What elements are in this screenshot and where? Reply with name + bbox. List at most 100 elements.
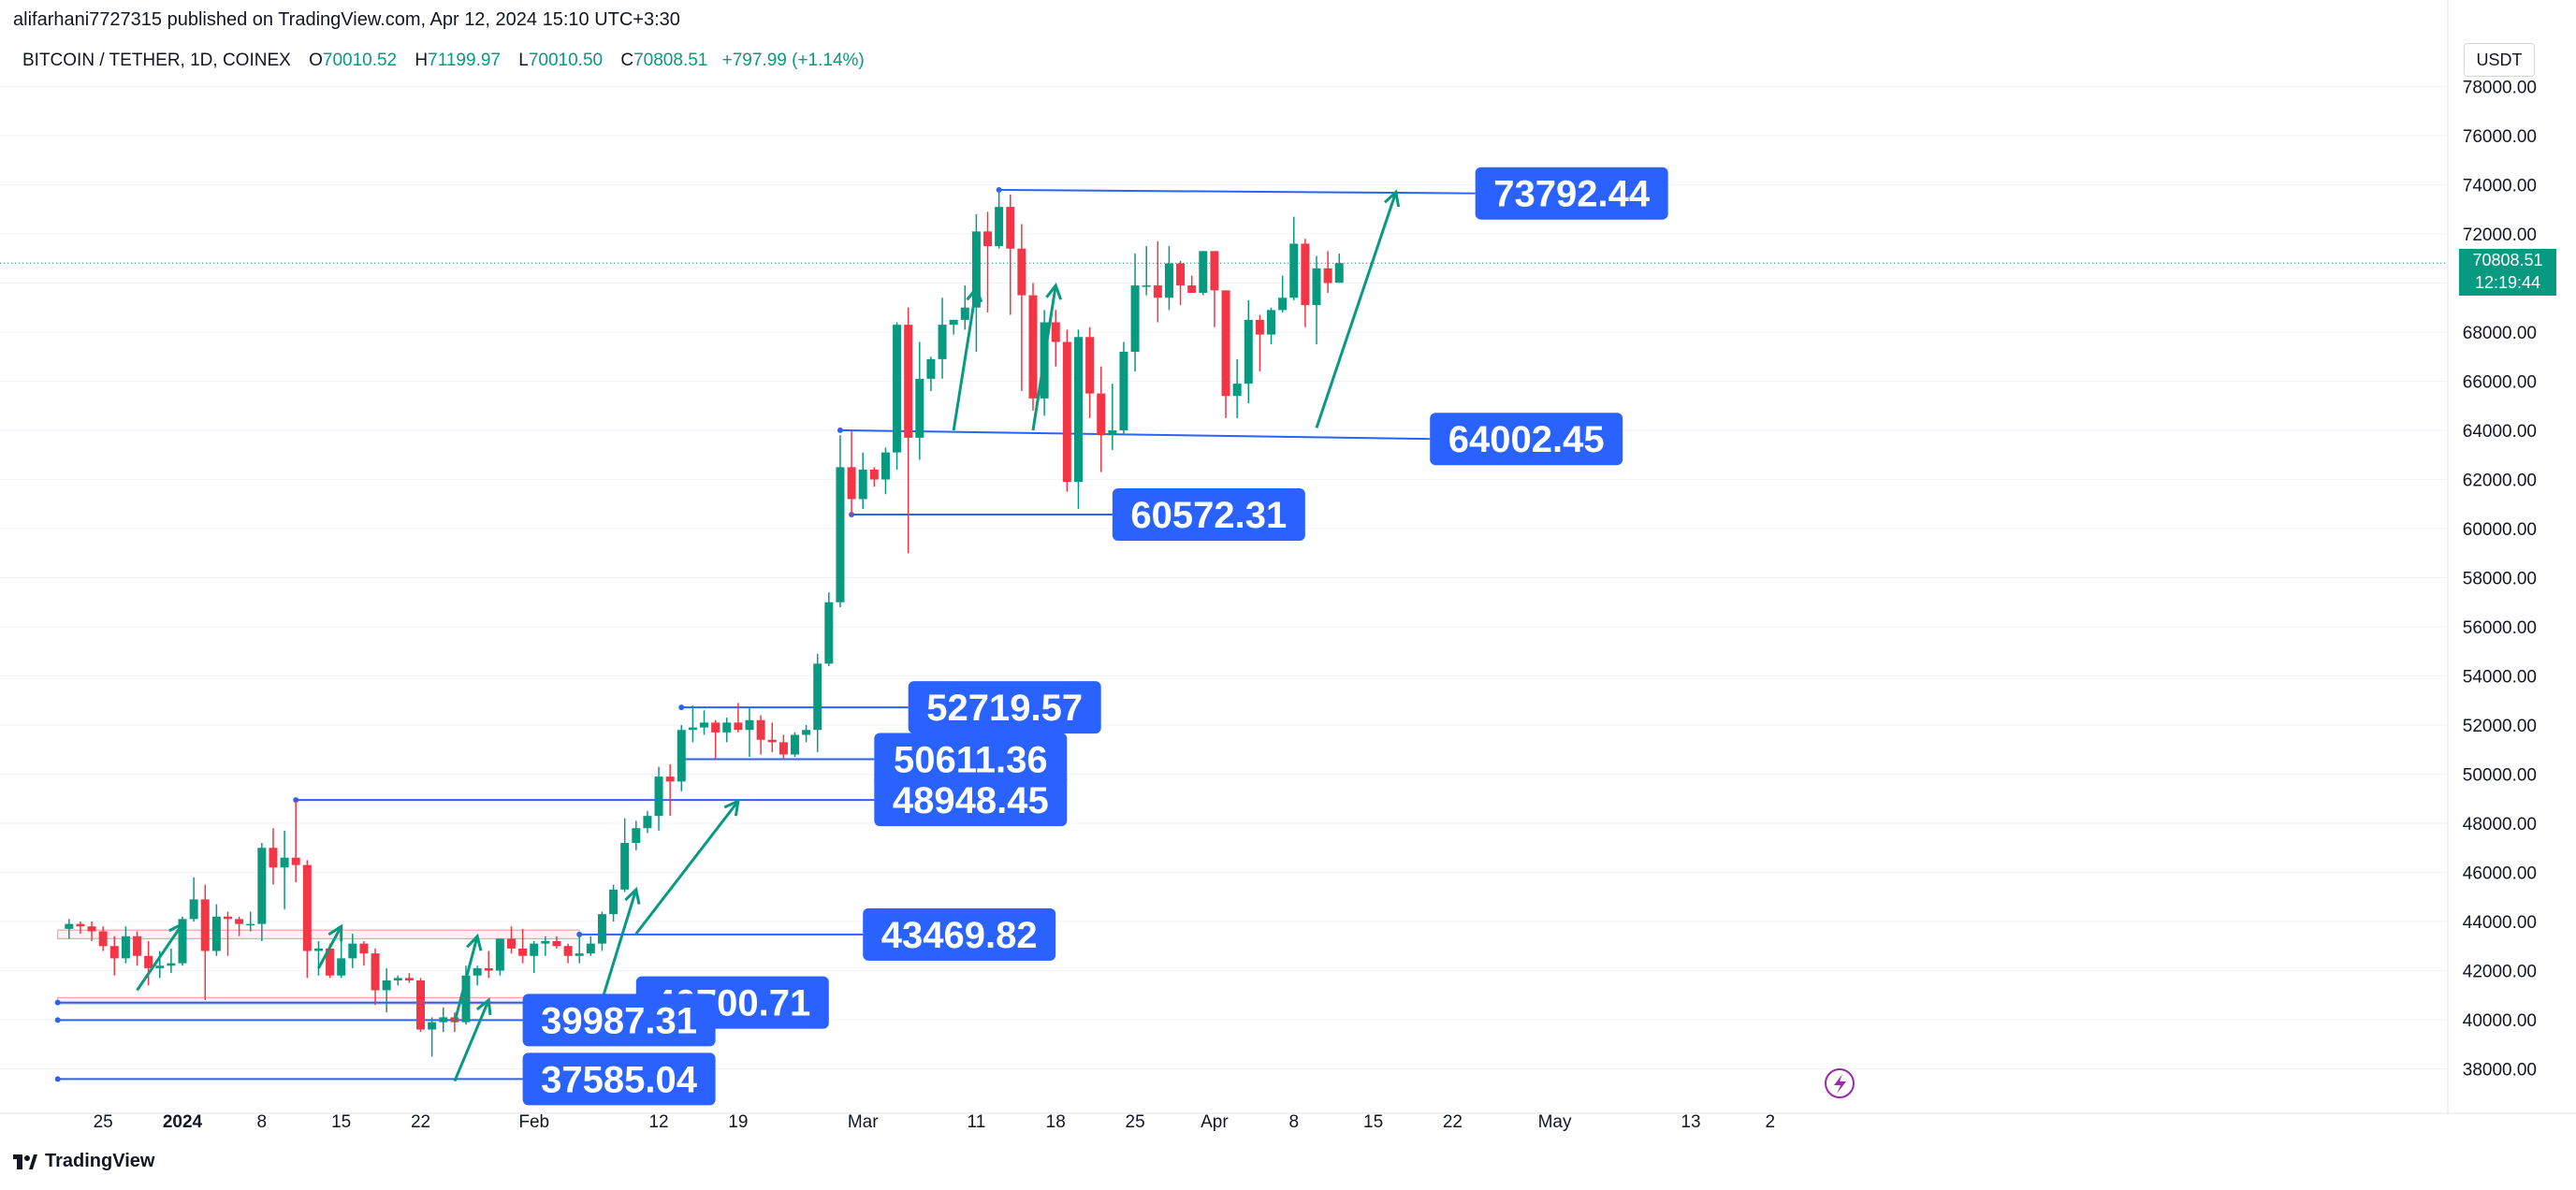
trend-arrow — [453, 936, 479, 1023]
level-label-box — [1475, 167, 1668, 220]
candle-body — [790, 734, 799, 755]
candle-body — [348, 943, 357, 959]
candle-body — [428, 1022, 437, 1030]
x-tick-label: 15 — [1363, 1112, 1383, 1132]
candle-body — [1278, 298, 1288, 311]
candle-body — [1334, 263, 1344, 283]
trend-arrow — [952, 287, 978, 431]
x-tick-label: 22 — [411, 1112, 430, 1132]
candle-body — [700, 722, 709, 728]
candle-body — [541, 941, 550, 944]
candle-body — [200, 899, 210, 951]
level-label: 60572.31 — [1130, 495, 1287, 536]
level-label-box — [522, 1052, 716, 1106]
tradingview-logo-icon — [13, 1154, 37, 1169]
candle-body — [1097, 393, 1106, 436]
arrowhead — [466, 933, 483, 951]
change-value: +797.99 (+1.14%) — [721, 51, 865, 70]
level-anchor-point — [837, 427, 843, 433]
time-axis[interactable]: 25 2024 8 15 22 Feb 12 19 Mar 11 18 25 Apr 8 15 22 May 13… — [94, 1112, 1775, 1132]
x-tick-label: Apr — [1201, 1112, 1229, 1132]
arrowhead — [327, 923, 343, 942]
candle-body — [235, 919, 244, 924]
level-anchor-point — [54, 1017, 61, 1023]
candle-body — [677, 730, 686, 782]
level-label: 43469.82 — [881, 915, 1038, 956]
candle-body — [223, 916, 232, 920]
price-axis[interactable]: 38000.00 40000.00 42000.00 44000.00 46000.00… — [2463, 79, 2537, 1081]
trend-arrow — [1315, 191, 1398, 428]
brand-name: TradingView — [45, 1151, 155, 1171]
candle-body — [473, 967, 482, 976]
x-tick-label: 8 — [257, 1112, 268, 1132]
candle-body — [1006, 207, 1015, 249]
candle-body — [745, 719, 754, 731]
candle-body — [1221, 290, 1230, 397]
candle-body — [960, 307, 969, 320]
x-tick-label: 8 — [1288, 1112, 1299, 1132]
y-tick-label: 72000.00 — [2463, 225, 2537, 245]
candle-body — [869, 470, 879, 480]
candle-body — [552, 941, 561, 947]
y-tick-label: 60000.00 — [2463, 520, 2537, 540]
y-tick-label: 76000.00 — [2463, 127, 2537, 147]
level-anchor-point — [54, 999, 61, 1006]
candle-body — [1017, 248, 1026, 296]
y-tick-label: 52000.00 — [2463, 717, 2537, 736]
open-label: O — [309, 51, 323, 70]
candle-body — [1289, 243, 1299, 298]
candle-body — [1085, 337, 1095, 394]
replay-lightning-icon[interactable] — [1825, 1068, 1855, 1098]
y-tick-label: 44000.00 — [2463, 913, 2537, 933]
candle-body — [586, 943, 595, 954]
last-price-tag: 70808.51 12:19:44 — [2459, 249, 2556, 296]
candle-body — [246, 923, 255, 926]
candle-body — [87, 926, 96, 932]
currency-button[interactable]: USDT — [2464, 43, 2535, 77]
symbol-name[interactable]: BITCOIN / TETHER, 1D, COINEX — [22, 51, 291, 70]
candle-body — [971, 231, 981, 308]
candle-body — [824, 602, 834, 664]
level-label-box — [522, 994, 716, 1047]
level-anchor-point — [54, 1076, 61, 1082]
candle-body — [98, 931, 108, 947]
candle-body — [643, 816, 652, 829]
candle-body — [133, 936, 142, 956]
arrowhead — [624, 886, 641, 905]
arrowhead — [1045, 283, 1063, 300]
candle-body — [109, 946, 119, 959]
candle-body — [326, 948, 335, 976]
candle-body — [393, 978, 402, 980]
x-tick-label: 18 — [1046, 1112, 1066, 1132]
x-tick-label: Feb — [518, 1112, 549, 1132]
candle-body — [211, 916, 221, 951]
y-tick-label: 62000.00 — [2463, 472, 2537, 491]
chart-grid — [0, 0, 2576, 1114]
trend-arrow — [601, 889, 638, 1001]
candle-body — [302, 864, 312, 951]
trend-arrow — [136, 922, 184, 992]
candle-body — [167, 963, 176, 966]
y-tick-label: 56000.00 — [2463, 618, 2537, 638]
candle-body — [144, 955, 153, 968]
y-tick-label: 48000.00 — [2463, 815, 2537, 834]
high-value: 71199.97 — [428, 51, 501, 70]
footer-brand[interactable]: TradingView — [13, 1151, 154, 1172]
candle-body — [1312, 268, 1321, 306]
candle-body — [995, 207, 1004, 247]
candle-body — [121, 936, 130, 959]
candle-body — [926, 358, 936, 379]
open-value: 70010.52 — [322, 51, 398, 70]
candle-body — [983, 231, 993, 247]
x-tick-label: 25 — [94, 1112, 113, 1132]
x-tick-label: May — [1538, 1112, 1572, 1132]
candlestick-series — [65, 189, 1344, 1057]
level-label: 39987.31 — [541, 1000, 697, 1041]
candle-body — [1323, 268, 1332, 283]
candle-body — [847, 467, 856, 500]
candle-body — [904, 325, 913, 438]
candle-body — [1153, 285, 1162, 298]
x-tick-label: 15 — [331, 1112, 351, 1132]
candle-body — [461, 975, 471, 1023]
